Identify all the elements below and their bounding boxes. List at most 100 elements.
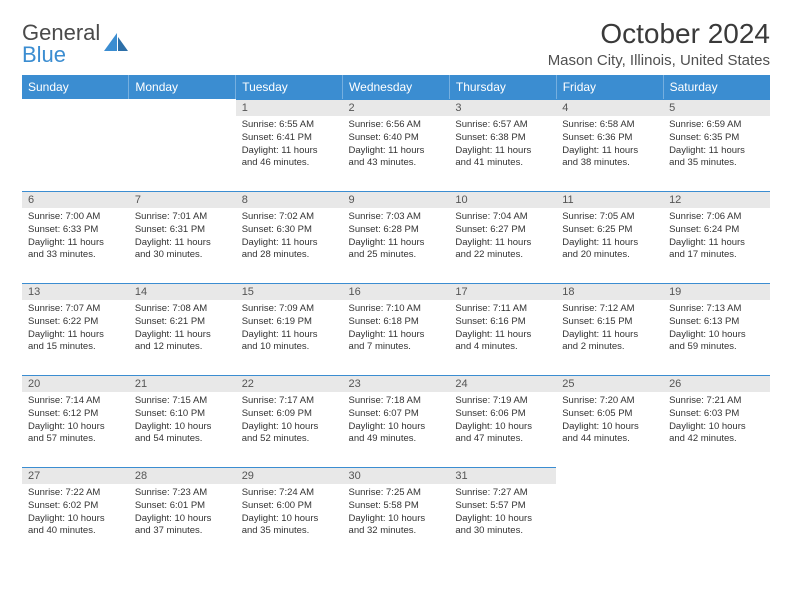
calendar-cell: 25Sunrise: 7:20 AMSunset: 6:05 PMDayligh… [556, 375, 663, 467]
calendar-cell: 15Sunrise: 7:09 AMSunset: 6:19 PMDayligh… [236, 283, 343, 375]
calendar-cell: 16Sunrise: 7:10 AMSunset: 6:18 PMDayligh… [343, 283, 450, 375]
day-number: 18 [556, 283, 663, 300]
title-block: October 2024 Mason City, Illinois, Unite… [548, 18, 770, 69]
calendar-cell: 1Sunrise: 6:55 AMSunset: 6:41 PMDaylight… [236, 99, 343, 191]
calendar-cell: 24Sunrise: 7:19 AMSunset: 6:06 PMDayligh… [449, 375, 556, 467]
day-number: 7 [129, 191, 236, 208]
calendar-cell: 8Sunrise: 7:02 AMSunset: 6:30 PMDaylight… [236, 191, 343, 283]
day-number: 13 [22, 283, 129, 300]
weekday-header: Sunday [22, 75, 129, 99]
day-details: Sunrise: 7:00 AMSunset: 6:33 PMDaylight:… [22, 208, 129, 266]
weekday-header: Monday [129, 75, 236, 99]
day-number: 15 [236, 283, 343, 300]
day-details: Sunrise: 7:19 AMSunset: 6:06 PMDaylight:… [449, 392, 556, 450]
day-details: Sunrise: 7:02 AMSunset: 6:30 PMDaylight:… [236, 208, 343, 266]
calendar-row: 13Sunrise: 7:07 AMSunset: 6:22 PMDayligh… [22, 283, 770, 375]
logo-text: General Blue [22, 22, 100, 66]
calendar-cell: 3Sunrise: 6:57 AMSunset: 6:38 PMDaylight… [449, 99, 556, 191]
day-details: Sunrise: 7:18 AMSunset: 6:07 PMDaylight:… [343, 392, 450, 450]
day-details: Sunrise: 7:10 AMSunset: 6:18 PMDaylight:… [343, 300, 450, 358]
day-number: 16 [343, 283, 450, 300]
day-details: Sunrise: 6:58 AMSunset: 6:36 PMDaylight:… [556, 116, 663, 174]
calendar-row: 27Sunrise: 7:22 AMSunset: 6:02 PMDayligh… [22, 467, 770, 559]
calendar-cell: 31Sunrise: 7:27 AMSunset: 5:57 PMDayligh… [449, 467, 556, 559]
day-details: Sunrise: 7:07 AMSunset: 6:22 PMDaylight:… [22, 300, 129, 358]
day-number: 2 [343, 99, 450, 116]
calendar-cell: 17Sunrise: 7:11 AMSunset: 6:16 PMDayligh… [449, 283, 556, 375]
day-details: Sunrise: 7:08 AMSunset: 6:21 PMDaylight:… [129, 300, 236, 358]
calendar-cell: 20Sunrise: 7:14 AMSunset: 6:12 PMDayligh… [22, 375, 129, 467]
day-details: Sunrise: 7:15 AMSunset: 6:10 PMDaylight:… [129, 392, 236, 450]
day-details: Sunrise: 7:25 AMSunset: 5:58 PMDaylight:… [343, 484, 450, 542]
logo-sail-icon [104, 33, 130, 53]
header: General Blue October 2024 Mason City, Il… [22, 18, 770, 69]
calendar-cell: 14Sunrise: 7:08 AMSunset: 6:21 PMDayligh… [129, 283, 236, 375]
weekday-header: Saturday [663, 75, 770, 99]
day-number: 25 [556, 375, 663, 392]
day-details: Sunrise: 7:27 AMSunset: 5:57 PMDaylight:… [449, 484, 556, 542]
weekday-header: Tuesday [236, 75, 343, 99]
calendar-cell [556, 467, 663, 559]
calendar-row: 20Sunrise: 7:14 AMSunset: 6:12 PMDayligh… [22, 375, 770, 467]
calendar-cell [129, 99, 236, 191]
day-number: 1 [236, 99, 343, 116]
day-details: Sunrise: 7:11 AMSunset: 6:16 PMDaylight:… [449, 300, 556, 358]
calendar-cell: 29Sunrise: 7:24 AMSunset: 6:00 PMDayligh… [236, 467, 343, 559]
calendar-cell: 22Sunrise: 7:17 AMSunset: 6:09 PMDayligh… [236, 375, 343, 467]
day-details: Sunrise: 6:55 AMSunset: 6:41 PMDaylight:… [236, 116, 343, 174]
day-number: 9 [343, 191, 450, 208]
calendar-cell: 13Sunrise: 7:07 AMSunset: 6:22 PMDayligh… [22, 283, 129, 375]
calendar-cell: 19Sunrise: 7:13 AMSunset: 6:13 PMDayligh… [663, 283, 770, 375]
calendar-cell: 26Sunrise: 7:21 AMSunset: 6:03 PMDayligh… [663, 375, 770, 467]
day-number: 27 [22, 467, 129, 484]
day-number: 12 [663, 191, 770, 208]
calendar-cell [663, 467, 770, 559]
day-details: Sunrise: 7:09 AMSunset: 6:19 PMDaylight:… [236, 300, 343, 358]
day-number: 23 [343, 375, 450, 392]
day-details: Sunrise: 7:04 AMSunset: 6:27 PMDaylight:… [449, 208, 556, 266]
day-details: Sunrise: 7:14 AMSunset: 6:12 PMDaylight:… [22, 392, 129, 450]
day-details: Sunrise: 7:06 AMSunset: 6:24 PMDaylight:… [663, 208, 770, 266]
day-details: Sunrise: 6:57 AMSunset: 6:38 PMDaylight:… [449, 116, 556, 174]
calendar-row: 1Sunrise: 6:55 AMSunset: 6:41 PMDaylight… [22, 99, 770, 191]
logo-word-2: Blue [22, 42, 66, 67]
weekday-header: Wednesday [343, 75, 450, 99]
day-details: Sunrise: 7:05 AMSunset: 6:25 PMDaylight:… [556, 208, 663, 266]
day-number: 29 [236, 467, 343, 484]
calendar-cell: 27Sunrise: 7:22 AMSunset: 6:02 PMDayligh… [22, 467, 129, 559]
day-details: Sunrise: 7:13 AMSunset: 6:13 PMDaylight:… [663, 300, 770, 358]
calendar-cell: 10Sunrise: 7:04 AMSunset: 6:27 PMDayligh… [449, 191, 556, 283]
calendar-cell: 4Sunrise: 6:58 AMSunset: 6:36 PMDaylight… [556, 99, 663, 191]
day-details: Sunrise: 7:20 AMSunset: 6:05 PMDaylight:… [556, 392, 663, 450]
day-number: 3 [449, 99, 556, 116]
day-number: 26 [663, 375, 770, 392]
page-title: October 2024 [548, 18, 770, 50]
calendar-row: 6Sunrise: 7:00 AMSunset: 6:33 PMDaylight… [22, 191, 770, 283]
weekday-header-row: SundayMondayTuesdayWednesdayThursdayFrid… [22, 75, 770, 99]
day-number: 31 [449, 467, 556, 484]
day-details: Sunrise: 7:03 AMSunset: 6:28 PMDaylight:… [343, 208, 450, 266]
day-details: Sunrise: 7:21 AMSunset: 6:03 PMDaylight:… [663, 392, 770, 450]
day-number: 6 [22, 191, 129, 208]
calendar-cell: 11Sunrise: 7:05 AMSunset: 6:25 PMDayligh… [556, 191, 663, 283]
logo: General Blue [22, 22, 130, 66]
day-number: 10 [449, 191, 556, 208]
weekday-header: Friday [556, 75, 663, 99]
day-details: Sunrise: 7:24 AMSunset: 6:00 PMDaylight:… [236, 484, 343, 542]
calendar-cell: 5Sunrise: 6:59 AMSunset: 6:35 PMDaylight… [663, 99, 770, 191]
calendar-cell: 23Sunrise: 7:18 AMSunset: 6:07 PMDayligh… [343, 375, 450, 467]
day-number: 17 [449, 283, 556, 300]
day-number: 30 [343, 467, 450, 484]
calendar-table: SundayMondayTuesdayWednesdayThursdayFrid… [22, 75, 770, 559]
calendar-cell: 7Sunrise: 7:01 AMSunset: 6:31 PMDaylight… [129, 191, 236, 283]
day-number: 8 [236, 191, 343, 208]
calendar-cell: 30Sunrise: 7:25 AMSunset: 5:58 PMDayligh… [343, 467, 450, 559]
day-number: 11 [556, 191, 663, 208]
calendar-body: 1Sunrise: 6:55 AMSunset: 6:41 PMDaylight… [22, 99, 770, 559]
day-number: 19 [663, 283, 770, 300]
calendar-cell: 9Sunrise: 7:03 AMSunset: 6:28 PMDaylight… [343, 191, 450, 283]
day-details: Sunrise: 7:23 AMSunset: 6:01 PMDaylight:… [129, 484, 236, 542]
location-text: Mason City, Illinois, United States [548, 52, 770, 69]
day-number: 14 [129, 283, 236, 300]
day-number: 20 [22, 375, 129, 392]
